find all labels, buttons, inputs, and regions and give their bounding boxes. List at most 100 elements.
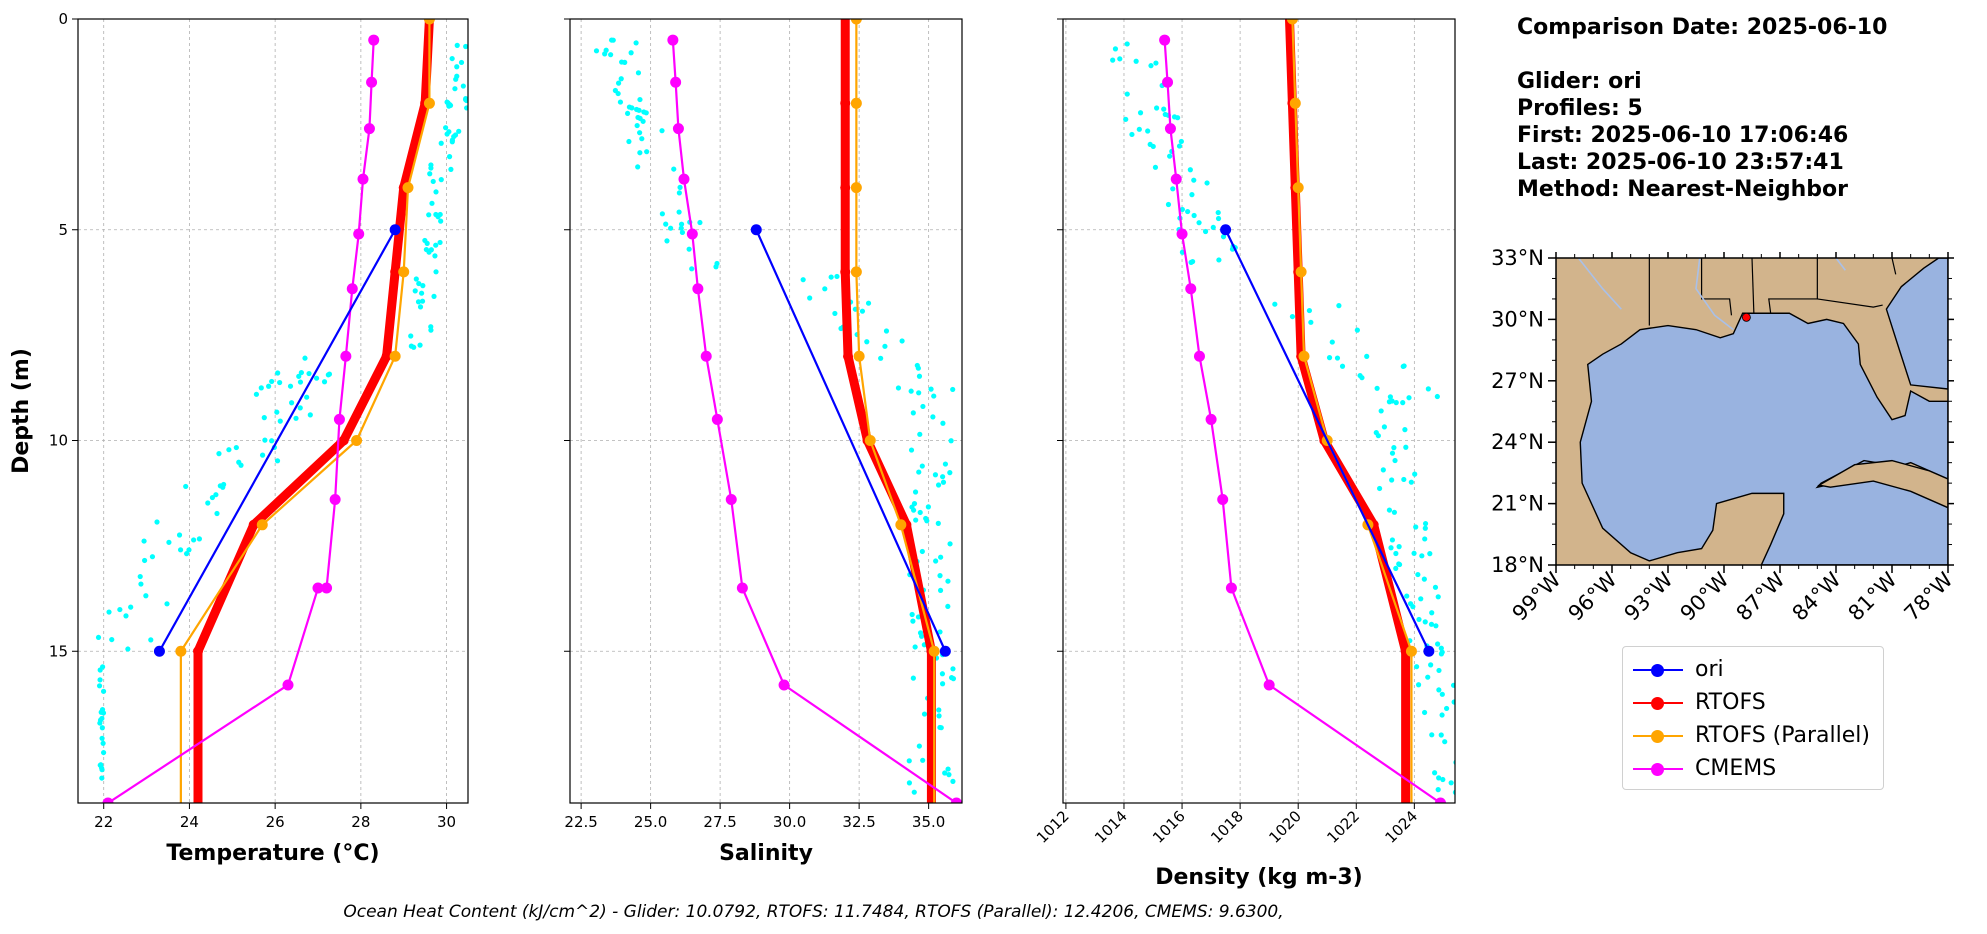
y-tick-label: 0 xyxy=(58,10,68,28)
rtofs-parallel-point xyxy=(423,19,435,25)
plot-area xyxy=(1110,19,1471,803)
glider-raw-point xyxy=(431,293,437,299)
glider-raw-point xyxy=(1412,471,1418,477)
glider-raw-point xyxy=(123,613,129,619)
glider-raw-point xyxy=(1466,761,1471,766)
rtofs-parallel-point xyxy=(928,645,940,657)
glider-raw-point xyxy=(1377,485,1383,492)
glider-raw-point xyxy=(1393,400,1399,406)
lat-tick-label: 18°N xyxy=(1491,553,1544,577)
glider-raw-point xyxy=(266,383,272,389)
lat-tick-label: 21°N xyxy=(1491,492,1544,516)
cmems-point xyxy=(1193,350,1205,362)
x-tick-label: 28 xyxy=(351,813,370,831)
glider-raw-point xyxy=(828,274,834,280)
glider-name: Glider: ori xyxy=(1517,69,1642,94)
legend-label: CMEMS xyxy=(1695,756,1777,781)
legend-swatch xyxy=(1633,663,1683,677)
method: Method: Nearest-Neighbor xyxy=(1517,177,1848,202)
cmems-point xyxy=(950,797,962,803)
glider-raw-point xyxy=(429,200,435,206)
y-tick-label: 15 xyxy=(49,642,68,660)
x-axis-label: Salinity xyxy=(719,841,813,866)
glider-raw-point xyxy=(1400,400,1406,406)
glider-raw-point xyxy=(676,209,682,215)
glider-raw-point xyxy=(910,410,916,416)
glider-raw-point xyxy=(908,388,914,394)
glider-raw-point xyxy=(1220,234,1227,240)
glider-raw-point xyxy=(1416,616,1422,623)
glider-raw-point xyxy=(99,767,105,773)
map-frame xyxy=(1555,257,1949,566)
first-time: First: 2025-06-10 17:06:46 xyxy=(1517,123,1849,148)
state-border xyxy=(1817,298,1883,308)
glider-raw-point xyxy=(949,675,955,681)
glider-raw-point xyxy=(148,637,154,643)
glider-raw-point xyxy=(213,492,219,498)
glider-raw-point xyxy=(438,140,444,146)
x-tick-label: 22.5 xyxy=(564,813,597,831)
glider-raw-point xyxy=(1374,385,1380,391)
glider-raw-point xyxy=(1117,56,1123,62)
glider-raw-point xyxy=(689,266,695,272)
cmems-point xyxy=(1176,228,1188,240)
legend-item-ori: ori xyxy=(1633,653,1873,686)
glider-raw-point xyxy=(1440,776,1446,783)
glider-raw-point xyxy=(269,438,275,444)
glider-raw-point xyxy=(443,125,449,131)
glider-raw-point xyxy=(277,379,283,386)
cmems-point xyxy=(725,494,737,506)
glider-raw-point xyxy=(1145,128,1151,134)
glider-raw-point xyxy=(149,554,156,560)
glider-raw-point xyxy=(1381,424,1388,430)
glider-raw-point xyxy=(125,646,131,652)
glider-location-marker xyxy=(1742,312,1751,322)
glider-raw-point xyxy=(950,666,956,672)
glider-raw-point xyxy=(1364,353,1370,359)
rtofs-parallel-point xyxy=(389,350,401,362)
ori-point xyxy=(153,645,165,657)
glider-raw-point xyxy=(1413,524,1419,530)
glider-raw-point xyxy=(444,131,450,137)
glider-raw-point xyxy=(639,136,645,142)
glider-raw-point xyxy=(1154,105,1160,111)
glider-raw-point xyxy=(939,671,946,677)
glider-raw-point xyxy=(940,420,946,426)
glider-raw-point xyxy=(935,520,941,526)
ocean-heat-content-caption: Ocean Heat Content (kJ/cm^2) - Glider: 1… xyxy=(343,902,1284,922)
glider-raw-point xyxy=(1425,386,1431,392)
glider-raw-point xyxy=(452,86,458,92)
glider-raw-point xyxy=(99,735,105,741)
glider-raw-point xyxy=(1215,215,1222,222)
cmems-line xyxy=(671,40,958,803)
glider-raw-point xyxy=(633,40,639,46)
glider-raw-point xyxy=(1289,313,1296,320)
glider-raw-point xyxy=(463,43,468,50)
glider-raw-point xyxy=(1415,682,1422,688)
glider-raw-point xyxy=(325,372,331,378)
glider-raw-point xyxy=(99,715,105,722)
glider-raw-point xyxy=(1387,394,1393,400)
glider-raw-point xyxy=(138,581,144,587)
cmems-point xyxy=(1225,582,1237,594)
glider-raw-point xyxy=(293,415,299,421)
lon-tick-label: 96°W xyxy=(1564,567,1622,625)
glider-raw-point xyxy=(1406,395,1412,401)
glider-raw-point xyxy=(456,128,462,134)
glider-raw-point xyxy=(433,189,439,195)
glider-raw-point xyxy=(277,418,283,424)
glider-raw-point xyxy=(622,59,628,65)
glider-raw-point xyxy=(117,606,123,613)
rtofs-line xyxy=(193,19,434,803)
glider-raw-point xyxy=(1389,537,1396,543)
glider-raw-point xyxy=(910,675,916,681)
glider-raw-point xyxy=(624,110,631,117)
glider-raw-point xyxy=(214,510,220,517)
glider-raw-point xyxy=(1147,141,1153,148)
glider-raw-point xyxy=(1438,651,1445,657)
glider-raw-point xyxy=(938,725,944,731)
glider-raw-point xyxy=(1175,115,1181,121)
glider-raw-point xyxy=(1386,507,1393,513)
glider-raw-point xyxy=(937,587,944,594)
glider-raw-point xyxy=(912,489,919,495)
